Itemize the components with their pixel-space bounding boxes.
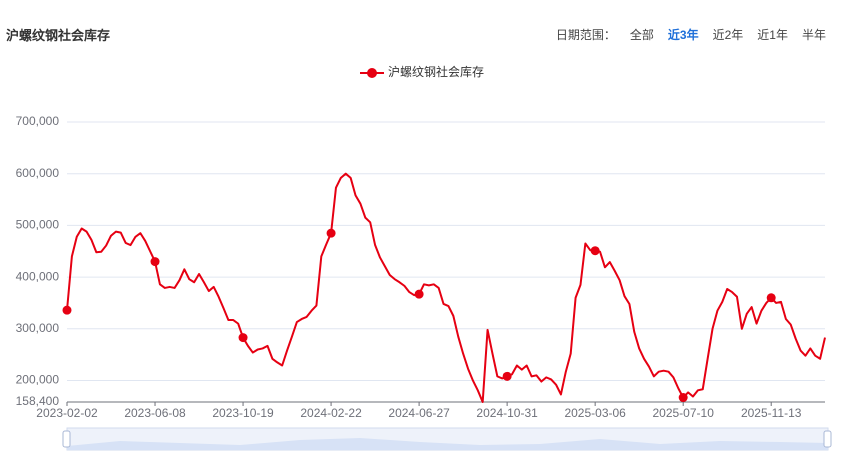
series-line [66,172,826,403]
x-tick-label: 2024-02-22 [300,406,362,420]
date-range-option[interactable]: 半年 [801,28,826,42]
y-tick-label: 400,000 [16,269,60,283]
data-point [238,333,248,343]
date-range-option[interactable]: 全部 [629,28,654,42]
date-range-label: 日期范围： [555,28,616,42]
x-tick-label: 2025-07-10 [652,406,714,420]
y-tick-label: 500,000 [16,218,60,232]
slider-handle[interactable] [62,430,71,448]
data-point [766,293,776,303]
y-tick-label: 700,000 [16,114,60,128]
y-tick-label: 300,000 [16,321,60,335]
data-point [502,371,512,381]
date-range-option[interactable]: 近1年 [757,28,788,42]
data-point [414,289,424,299]
data-point [590,246,600,256]
y-tick-label: 200,000 [16,373,60,387]
date-range-option[interactable]: 近3年 [667,28,699,42]
x-tick-label: 2025-03-06 [564,406,626,420]
data-point [326,228,336,238]
x-tick-label: 2023-06-08 [124,406,186,420]
slider-preview [67,438,828,450]
legend: 沪螺纹钢社会库存 [360,64,484,79]
data-point [150,257,160,267]
x-tick-label: 2023-02-02 [36,406,98,420]
x-tick-label: 2023-10-19 [212,406,274,420]
legend-marker [367,68,377,78]
x-tick-label: 2025-11-13 [741,406,802,420]
date-range-controls: 日期范围： 全部 近3年 近2年 近1年 半年 [556,26,826,43]
data-point [62,305,72,315]
x-tick-label: 2024-06-27 [388,406,450,420]
y-tick-label: 600,000 [16,166,60,180]
date-range-option[interactable]: 近2年 [712,28,744,42]
chart-title: 沪螺纹钢社会库存 [6,28,111,43]
legend-label: 沪螺纹钢社会库存 [388,64,484,79]
x-tick-label: 2024-10-31 [476,406,538,420]
slider-handle[interactable] [823,430,832,448]
data-zoom-slider[interactable] [62,427,832,451]
data-point [678,393,688,403]
y-tick-label: 158,400 [16,394,60,408]
